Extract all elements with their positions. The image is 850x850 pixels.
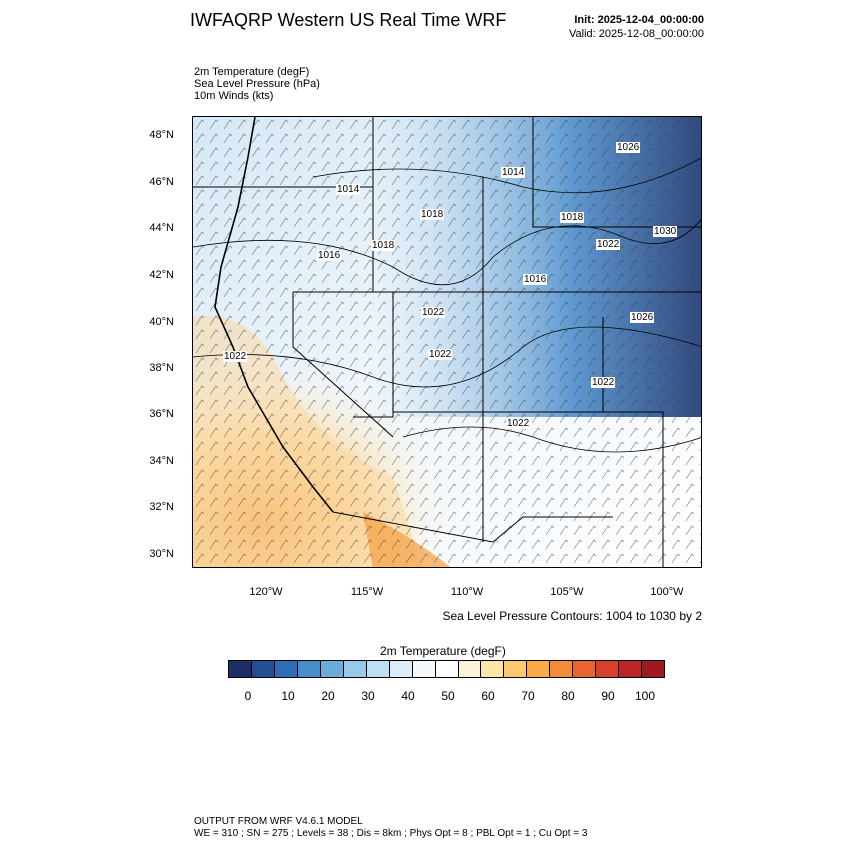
- lon-label: 115°W: [350, 586, 384, 598]
- lat-label: 30°N: [149, 548, 174, 560]
- colorbar-swatch: [229, 661, 252, 677]
- lat-label: 46°N: [149, 176, 174, 188]
- pressure-label: 1016: [317, 250, 342, 261]
- model-version: OUTPUT FROM WRF V4.6.1 MODEL: [194, 816, 363, 827]
- pressure-label: 1022: [596, 239, 621, 250]
- lon-label: 110°W: [450, 586, 484, 598]
- lat-label: 38°N: [149, 362, 174, 374]
- field-pressure: Sea Level Pressure (hPa): [194, 78, 320, 90]
- colorbar-swatch: [458, 661, 482, 677]
- lat-label: 48°N: [149, 129, 174, 141]
- colorbar-title: 2m Temperature (degF): [380, 644, 506, 658]
- colorbar-swatch: [619, 661, 643, 677]
- pressure-label: 1026: [630, 312, 655, 323]
- colorbar-swatch: [504, 661, 528, 677]
- pressure-label: 1022: [591, 377, 616, 388]
- colorbar-label: 50: [441, 689, 455, 703]
- model-config: WE = 310 ; SN = 275 ; Levels = 38 ; Dis …: [194, 828, 588, 839]
- colorbar-label: 60: [481, 689, 495, 703]
- field-temperature: 2m Temperature (degF): [194, 66, 310, 78]
- colorbar-swatch: [297, 661, 321, 677]
- colorbar-swatch: [642, 661, 665, 677]
- lat-label: 32°N: [149, 501, 174, 513]
- lon-label: 105°W: [550, 586, 584, 598]
- pressure-label: 1022: [223, 351, 248, 362]
- colorbar-swatch: [274, 661, 298, 677]
- init-time: Init: 2025-12-04_00:00:00: [574, 14, 704, 26]
- map-panel: 1026 1014 1014 1018 1016 1018 1018 1022 …: [192, 116, 702, 568]
- colorbar-label: 0: [244, 689, 252, 703]
- colorbar: [228, 660, 665, 678]
- field-list: 2m Temperature (degF) Sea Level Pressure…: [194, 66, 320, 102]
- colorbar-label: 30: [361, 689, 375, 703]
- lat-label: 34°N: [149, 455, 174, 467]
- lat-label: 44°N: [149, 222, 174, 234]
- pressure-label: 1018: [560, 212, 585, 223]
- colorbar-swatch: [389, 661, 413, 677]
- forecast-times: Init: 2025-12-04_00:00:00 Valid: 2025-12…: [569, 13, 704, 41]
- pressure-label: 1016: [523, 274, 548, 285]
- pressure-label: 1014: [501, 167, 526, 178]
- temperature-map: [193, 117, 701, 567]
- colorbar-swatch: [366, 661, 390, 677]
- colorbar-label: 100: [634, 689, 656, 703]
- colorbar-swatch: [343, 661, 367, 677]
- colorbar-swatch: [527, 661, 551, 677]
- lat-label: 42°N: [149, 269, 174, 281]
- pressure-label: 1030: [653, 226, 678, 237]
- colorbar-label: 90: [601, 689, 615, 703]
- colorbar-label: 70: [521, 689, 535, 703]
- colorbar-swatch: [320, 661, 344, 677]
- pressure-label: 1014: [336, 184, 361, 195]
- model-info: OUTPUT FROM WRF V4.6.1 MODEL WE = 310 ; …: [194, 816, 587, 840]
- field-winds: 10m Winds (kts): [194, 90, 274, 102]
- colorbar-swatch: [573, 661, 597, 677]
- pressure-label: 1018: [371, 240, 396, 251]
- map-title: IWFAQRP Western US Real Time WRF: [190, 10, 507, 30]
- pressure-label: 1026: [616, 142, 641, 153]
- pressure-label: 1022: [506, 418, 531, 429]
- colorbar-swatch: [550, 661, 574, 677]
- colorbar-swatch: [596, 661, 620, 677]
- lon-label: 120°W: [249, 586, 283, 598]
- colorbar-swatch: [412, 661, 436, 677]
- lat-label: 40°N: [149, 316, 174, 328]
- colorbar-swatch: [481, 661, 505, 677]
- valid-time: Valid: 2025-12-08_00:00:00: [569, 28, 704, 40]
- colorbar-label: 10: [281, 689, 295, 703]
- lon-label: 100°W: [650, 586, 684, 598]
- pressure-label: 1018: [420, 209, 445, 220]
- colorbar-label: 40: [401, 689, 415, 703]
- colorbar-swatch: [435, 661, 459, 677]
- pressure-label: 1022: [428, 349, 453, 360]
- colorbar-label: 20: [321, 689, 335, 703]
- colorbar-swatch: [251, 661, 275, 677]
- pressure-label: 1022: [421, 307, 446, 318]
- lat-label: 36°N: [149, 408, 174, 420]
- colorbar-label: 80: [561, 689, 575, 703]
- contour-info: Sea Level Pressure Contours: 1004 to 103…: [442, 609, 703, 623]
